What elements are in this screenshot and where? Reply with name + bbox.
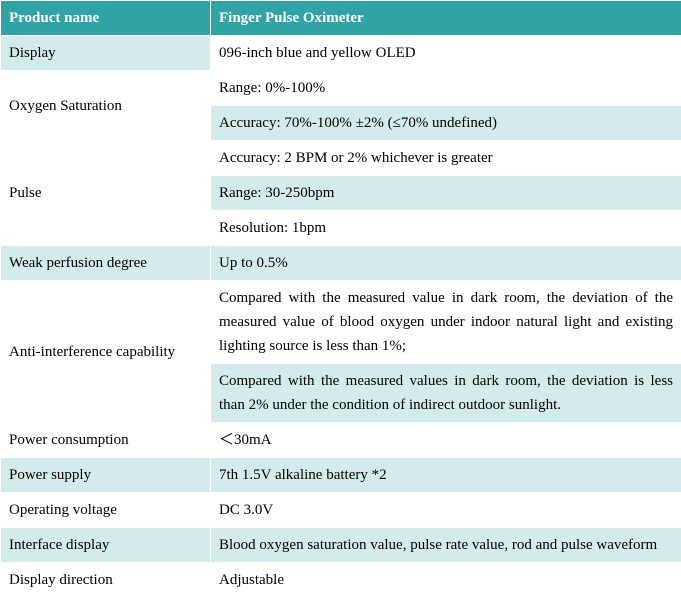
table-header-row: Product name Finger Pulse Oximeter xyxy=(1,1,681,36)
row-value: 096-inch blue and yellow OLED xyxy=(211,36,681,71)
header-label: Product name xyxy=(1,1,211,36)
row-label: Weak perfusion degree xyxy=(1,246,211,281)
row-label: Display direction xyxy=(1,563,211,598)
table-row: Pulse Accuracy: 2 BPM or 2% whichever is… xyxy=(1,141,681,176)
row-label: Anti-interference capability xyxy=(1,281,211,423)
row-value: DC 3.0V xyxy=(211,493,681,528)
row-label: Power supply xyxy=(1,458,211,493)
row-label: Pulse xyxy=(1,141,211,246)
table-row: Weak perfusion degree Up to 0.5% xyxy=(1,246,681,281)
table-row: Power supply 7th 1.5V alkaline battery *… xyxy=(1,458,681,493)
header-value: Finger Pulse Oximeter xyxy=(211,1,681,36)
row-value: Accuracy: 2 BPM or 2% whichever is great… xyxy=(211,141,681,176)
table-row: Oxygen Saturation Range: 0%-100% xyxy=(1,71,681,106)
row-value: Range: 0%-100% xyxy=(211,71,681,106)
table-row: Power consumption ＜30mA xyxy=(1,423,681,458)
row-label: Power consumption xyxy=(1,423,211,458)
table-row: Operating voltage DC 3.0V xyxy=(1,493,681,528)
row-label: Interface display xyxy=(1,528,211,563)
row-value: Range: 30-250bpm xyxy=(211,176,681,211)
table-row: Display 096-inch blue and yellow OLED xyxy=(1,36,681,71)
row-value: Up to 0.5% xyxy=(211,246,681,281)
table-row: Anti-interference capability Compared wi… xyxy=(1,281,681,364)
row-label: Display xyxy=(1,36,211,71)
row-label: Oxygen Saturation xyxy=(1,71,211,141)
spec-table: Product name Finger Pulse Oximeter Displ… xyxy=(0,0,681,598)
row-value: Resolution: 1bpm xyxy=(211,211,681,246)
row-value: Compared with the measured values in dar… xyxy=(211,364,681,423)
row-value: ＜30mA xyxy=(211,423,681,458)
row-value: Compared with the measured value in dark… xyxy=(211,281,681,364)
table-row: Interface display Blood oxygen saturatio… xyxy=(1,528,681,563)
row-value: Adjustable xyxy=(211,563,681,598)
row-value: Accuracy: 70%-100% ±2% (≤70% undefined) xyxy=(211,106,681,141)
row-value: Blood oxygen saturation value, pulse rat… xyxy=(211,528,681,563)
table-row: Display direction Adjustable xyxy=(1,563,681,598)
row-label: Operating voltage xyxy=(1,493,211,528)
row-value: 7th 1.5V alkaline battery *2 xyxy=(211,458,681,493)
